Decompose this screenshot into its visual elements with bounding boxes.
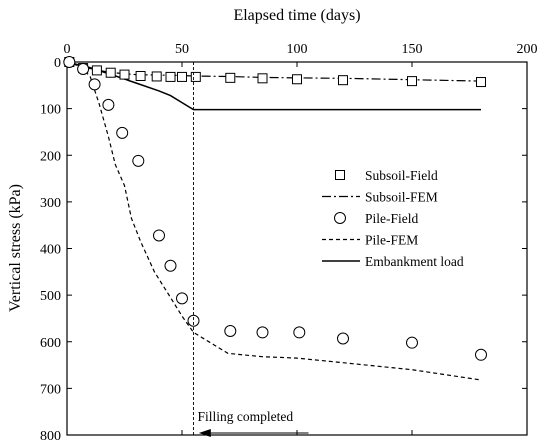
series-layer	[63, 56, 487, 381]
data-point-pile-field	[77, 62, 90, 75]
data-point-subsoil-field	[151, 71, 162, 82]
y-tick-label: 600	[40, 336, 61, 351]
y-tick-label: 800	[40, 429, 61, 444]
y-axis-title: Vertical stress (kPa)	[7, 184, 24, 312]
y-tick-label: 500	[40, 289, 61, 304]
y-tick-label: 200	[40, 149, 61, 164]
y-tick-label: 700	[40, 382, 61, 397]
annotation-layer: Filling completed	[193, 62, 309, 438]
series-line-pile-fem	[66, 61, 482, 381]
x-axis-title: Elapsed time (days)	[233, 7, 360, 24]
y-tick-label: 300	[40, 196, 61, 211]
data-point-subsoil-field	[225, 72, 236, 83]
axis-ticks: 0 50 100 150 200 0 100 200 300 400 500 600 700 800	[40, 42, 538, 444]
data-point-subsoil-field	[119, 69, 130, 80]
x-tick-label: 50	[175, 42, 189, 57]
data-point-pile-field	[102, 98, 115, 111]
data-point-subsoil-field	[91, 65, 102, 76]
legend-label-pile-field: Pile-Field	[365, 211, 418, 226]
x-tick-label: 150	[402, 42, 423, 57]
data-point-pile-field	[176, 292, 188, 305]
data-point-subsoil-field	[177, 71, 187, 82]
data-point-pile-field	[164, 259, 177, 272]
legend-label-subsoil-field: Subsoil-Field	[365, 168, 438, 183]
legend-label-pile-fem: Pile-FEM	[365, 233, 418, 248]
legend-label-embankment-load: Embankment load	[365, 254, 464, 269]
y-tick-label: 0	[54, 56, 61, 71]
data-point-pile-field	[132, 154, 145, 167]
data-point-subsoil-field	[190, 71, 201, 82]
x-tick-label: 0	[64, 42, 71, 57]
data-point-pile-field	[475, 348, 487, 361]
data-point-pile-field	[224, 325, 237, 338]
y-tick-label: 400	[40, 243, 61, 258]
data-point-pile-field	[337, 332, 349, 345]
data-point-pile-field	[256, 326, 269, 339]
data-point-subsoil-field	[165, 71, 176, 82]
legend-marker-pile-field	[334, 212, 346, 224]
data-point-subsoil-field	[292, 74, 302, 85]
legend: Subsoil-Field Subsoil-FEM Pile-Field Pile-F…	[322, 168, 464, 269]
data-point-pile-field	[153, 229, 165, 242]
x-tick-label: 200	[517, 42, 538, 57]
filling-completed-label: Filling completed	[198, 409, 294, 424]
data-point-pile-field	[116, 126, 129, 139]
data-point-subsoil-field	[105, 67, 116, 78]
data-point-pile-field	[63, 56, 76, 68]
data-point-subsoil-field	[338, 75, 348, 86]
plot-border	[66, 61, 528, 436]
data-point-subsoil-field	[257, 73, 268, 84]
data-point-pile-field	[187, 314, 200, 327]
legend-label-subsoil-fem: Subsoil-FEM	[365, 190, 438, 205]
data-point-subsoil-field	[135, 70, 146, 81]
y-tick-label: 100	[40, 103, 61, 118]
x-tick-label: 100	[287, 42, 308, 57]
data-point-subsoil-field	[407, 76, 417, 87]
data-point-pile-field	[293, 326, 306, 339]
legend-marker-subsoil-field	[335, 170, 345, 180]
plot-frame	[66, 61, 528, 436]
data-point-pile-field	[406, 336, 418, 349]
series-line-embankment-load	[66, 61, 481, 111]
data-point-pile-field	[88, 78, 101, 91]
filling-arrow-head	[198, 429, 211, 438]
data-point-subsoil-field	[476, 77, 486, 88]
